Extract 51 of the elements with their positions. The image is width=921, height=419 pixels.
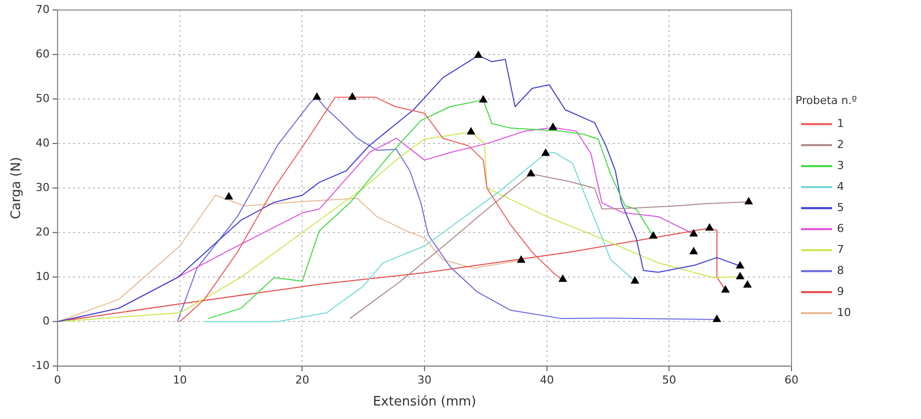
point xyxy=(478,94,488,102)
x-tick-label: 10 xyxy=(172,374,187,387)
x-axis-title: Extensión (mm) xyxy=(372,394,476,410)
point xyxy=(558,274,568,282)
point xyxy=(736,261,744,269)
x-tick-label: 0 xyxy=(54,374,62,387)
y-tick-label: 20 xyxy=(36,225,50,238)
legend-label: 5 xyxy=(837,200,844,214)
y-tick-label: 60 xyxy=(36,47,50,60)
point xyxy=(721,285,730,293)
point xyxy=(630,276,640,284)
point xyxy=(526,168,536,176)
legend-label: 9 xyxy=(837,284,844,298)
y-tick-label: 70 xyxy=(36,2,50,16)
point xyxy=(548,122,558,130)
legend-label: 4 xyxy=(837,180,844,193)
x-tick-label: 20 xyxy=(295,374,310,387)
legend-label: 6 xyxy=(837,222,844,235)
legend-label: 8 xyxy=(837,264,844,277)
point xyxy=(744,196,754,204)
point xyxy=(348,92,357,100)
y-tick-label: 50 xyxy=(36,92,50,105)
legend-label: 1 xyxy=(837,116,844,130)
legend-label: 3 xyxy=(837,158,844,172)
y-tick-label: 40 xyxy=(36,136,50,150)
point xyxy=(516,255,526,263)
y-tick-label: 0 xyxy=(42,314,50,328)
point xyxy=(224,192,234,200)
point xyxy=(689,228,698,236)
point xyxy=(705,223,714,231)
legend-label: 2 xyxy=(837,138,844,151)
y-axis-title: Carga (N) xyxy=(9,156,24,220)
legend-title: Probeta n.º xyxy=(796,94,857,107)
point xyxy=(466,127,476,134)
y-tick-label: 30 xyxy=(36,180,50,194)
x-tick-label: 30 xyxy=(418,374,432,387)
point xyxy=(648,231,658,239)
point xyxy=(541,148,550,156)
y-tick-label: 10 xyxy=(36,270,50,284)
legend-label: 7 xyxy=(837,242,844,256)
point xyxy=(689,246,698,254)
point xyxy=(712,314,722,322)
x-tick-label: 60 xyxy=(784,374,799,387)
x-tick-label: 40 xyxy=(540,374,554,387)
legend-label: 10 xyxy=(837,306,852,319)
x-tick-label: 50 xyxy=(662,374,676,387)
point xyxy=(743,280,752,288)
point xyxy=(474,50,483,58)
y-tick-label: -10 xyxy=(32,359,50,372)
point xyxy=(736,272,744,280)
point xyxy=(312,92,322,100)
